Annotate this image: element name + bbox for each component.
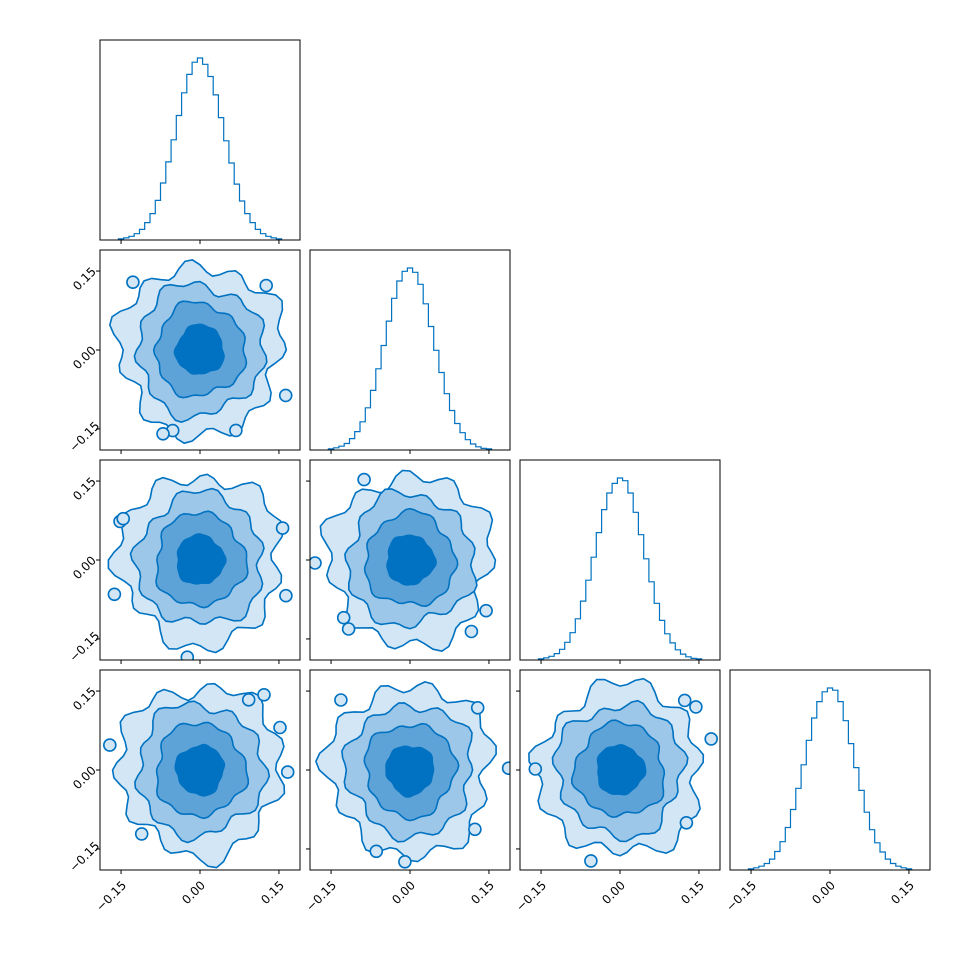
histogram-line <box>117 57 283 240</box>
panel-content <box>108 259 293 445</box>
contour-level-4 <box>386 534 437 586</box>
outlier-blob <box>501 761 510 775</box>
panel-3-1: −0.15 0.00 0.15 <box>303 669 511 914</box>
outlier-blob <box>369 844 384 859</box>
contour-level-4 <box>176 533 227 585</box>
outlier-blob <box>116 511 130 526</box>
outlier-blob <box>103 738 117 752</box>
outlier-blob <box>134 827 149 841</box>
outlier-blob <box>334 693 348 707</box>
panel-2-2 <box>519 459 721 664</box>
outlier-blob <box>584 854 598 868</box>
panel-content <box>327 267 493 450</box>
outlier-blob <box>679 815 694 830</box>
panel-0-0 <box>99 39 301 244</box>
outlier-blob <box>280 765 295 779</box>
outlier-blob <box>398 854 412 869</box>
panel-content <box>537 477 703 660</box>
panel-content <box>310 469 497 653</box>
outlier-blob <box>468 822 482 837</box>
outlier-blob <box>470 700 485 715</box>
outlier-blob <box>257 687 271 702</box>
histogram-line <box>747 687 913 870</box>
outlier-blob <box>310 556 322 570</box>
outlier-blob <box>336 610 351 625</box>
panel-1-1 <box>309 249 511 454</box>
outlier-blob <box>278 388 293 403</box>
outlier-blob <box>677 693 692 708</box>
contour-level-4 <box>385 745 435 798</box>
outlier-blob <box>229 423 243 438</box>
panel-content <box>315 681 510 869</box>
outlier-blob <box>689 700 703 714</box>
panel-content <box>528 677 719 868</box>
outlier-blob <box>341 622 356 636</box>
contour-level-4 <box>596 744 647 796</box>
histogram-line <box>327 267 493 450</box>
outlier-blob <box>528 762 543 776</box>
panel-content <box>103 682 295 869</box>
outlier-blob <box>180 650 195 660</box>
outlier-blob <box>279 588 293 603</box>
histogram-line <box>537 477 703 660</box>
outlier-blob <box>126 275 140 290</box>
outlier-blob <box>275 521 290 535</box>
panel-content <box>107 473 293 660</box>
panel-1-0: −0.150.000.15 <box>67 249 301 455</box>
panel-content <box>747 687 913 870</box>
outlier-blob <box>156 426 170 441</box>
outlier-blob <box>273 720 287 735</box>
outlier-blob <box>704 732 719 746</box>
outlier-blob <box>357 472 371 487</box>
outlier-blob <box>259 278 274 293</box>
panel-2-1 <box>306 459 511 664</box>
outlier-blob <box>479 603 493 618</box>
panel-content <box>117 57 283 240</box>
contour-level-4 <box>173 323 225 375</box>
outlier-blob <box>464 624 479 639</box>
contour-level-4 <box>174 743 226 797</box>
panel-3-2: −0.15 0.00 0.15 <box>513 669 721 914</box>
outlier-blob <box>107 587 122 602</box>
outlier-blob <box>241 692 256 707</box>
